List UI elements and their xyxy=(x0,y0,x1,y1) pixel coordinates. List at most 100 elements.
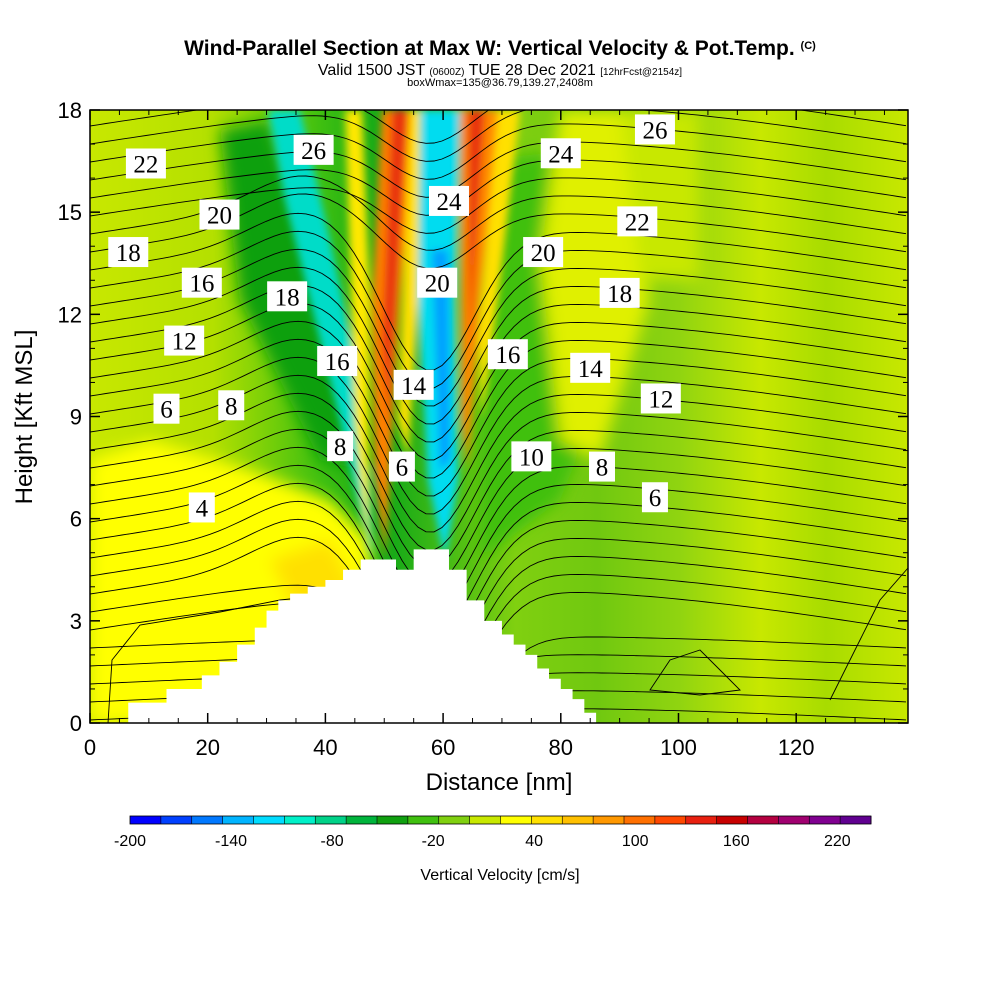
contour-label-text: 10 xyxy=(519,444,544,471)
theta-contour-line xyxy=(90,159,907,216)
theta-contour-line xyxy=(90,248,907,407)
chart-title: Wind-Parallel Section at Max W: Vertical… xyxy=(184,37,816,60)
downdraft-peak-center xyxy=(432,250,450,470)
theta-contour-line xyxy=(90,500,907,659)
updraft-band-right xyxy=(540,110,650,460)
contour-label-bg xyxy=(599,277,640,308)
y-tick-label: 18 xyxy=(58,98,82,123)
colorbar-segment xyxy=(809,816,841,824)
contour-label-bg xyxy=(153,393,180,424)
theta-contour-line xyxy=(90,410,907,569)
x-tick-label: 40 xyxy=(313,735,337,760)
contour-label-text: 22 xyxy=(625,209,650,236)
contour-label-text: 20 xyxy=(425,271,450,298)
colorbar-tick-label: -200 xyxy=(114,833,146,850)
contour-label-bg xyxy=(511,441,552,472)
contour-label: 4 xyxy=(188,492,215,523)
colorbar-segment xyxy=(377,816,409,824)
contour-label-bg xyxy=(523,237,564,268)
closed-contour xyxy=(649,649,741,696)
contour-label: 22 xyxy=(617,206,658,237)
contour-label-text: 24 xyxy=(436,189,462,216)
downdraft-core-left xyxy=(268,110,372,560)
contour-label-bg xyxy=(164,325,205,356)
contour-label-bg xyxy=(540,138,581,169)
contour-label: 8 xyxy=(218,390,245,421)
contour-label-bg xyxy=(641,482,668,513)
contour-label-text: 8 xyxy=(334,434,347,461)
contour-label: 20 xyxy=(417,267,458,298)
theta-contour-line xyxy=(90,482,907,641)
copyright-mark: (C) xyxy=(800,40,816,52)
colorbar: -200 -140 -80 -20 40 100 160 220 xyxy=(114,815,872,850)
theta-contour-line xyxy=(90,428,907,587)
theta-contour-line xyxy=(90,338,907,497)
theta-contour-line xyxy=(90,110,907,162)
y-tick-label: 6 xyxy=(70,507,82,532)
colorbar-segment xyxy=(407,816,440,824)
colorbar-label: Vertical Velocity [cm/s] xyxy=(420,867,579,884)
contour-label-text: 4 xyxy=(196,495,209,522)
colorbar-segment xyxy=(315,816,347,824)
chart-subtitle: Valid 1500 JST (0600Z) TUE 28 Dec 2021 [… xyxy=(317,62,683,79)
colorbar-segment xyxy=(500,816,532,824)
colorbar-tick-label: 100 xyxy=(622,833,649,850)
contour-label-text: 18 xyxy=(607,281,632,308)
box-info: boxWmax=135@36.79,139.27,2408m xyxy=(407,77,593,89)
contour-label-bg xyxy=(417,267,458,298)
colorbar-segment xyxy=(191,816,224,824)
updraft-peak-1 xyxy=(382,110,408,430)
contour-label-text: 18 xyxy=(275,284,300,311)
theta-contour-line xyxy=(90,123,907,180)
colorbar-segment xyxy=(222,816,254,824)
contour-label: 20 xyxy=(523,237,564,268)
colorbar-segment xyxy=(160,816,193,824)
colorbar-segment xyxy=(469,816,501,824)
contour-label: 26 xyxy=(634,114,675,145)
colorbar-segment xyxy=(716,816,748,824)
contour-label-bg xyxy=(188,492,215,523)
contour-label-bg xyxy=(125,148,166,179)
contour-label: 14 xyxy=(570,352,611,383)
theta-contour-line xyxy=(90,266,907,425)
contour-label-bg xyxy=(588,451,615,482)
contour-label-text: 6 xyxy=(649,485,662,512)
theta-contour-line xyxy=(90,518,907,677)
contour-label: 16 xyxy=(181,267,222,298)
x-tick-label: 100 xyxy=(660,735,697,760)
contour-label-text: 6 xyxy=(396,455,409,482)
contour-label: 20 xyxy=(199,199,240,230)
contour-label-text: 14 xyxy=(578,356,604,383)
axis-ticks: 0 20 40 60 80 100 120 0 3 6 9 12 15 18 xyxy=(58,98,908,760)
contour-label-text: 14 xyxy=(401,373,427,400)
contour-label-text: 26 xyxy=(642,117,667,144)
theta-contour-line xyxy=(90,230,907,389)
contour-label-bg xyxy=(393,369,434,400)
contour-label-text: 22 xyxy=(133,151,158,178)
x-tick-label: 120 xyxy=(778,735,815,760)
contour-label-bg xyxy=(218,390,245,421)
contour-label: 6 xyxy=(388,451,415,482)
contour-label-bg xyxy=(317,346,358,377)
contour-label-text: 6 xyxy=(160,397,173,424)
colorbar-segment xyxy=(284,816,316,824)
contour-label-bg xyxy=(487,339,528,370)
contour-label: 12 xyxy=(164,325,205,356)
right-contour xyxy=(829,567,908,701)
contour-label: 18 xyxy=(599,277,640,308)
colorbar-tick-label: -80 xyxy=(321,833,344,850)
contour-label-text: 26 xyxy=(301,138,326,165)
colorbar-segment xyxy=(593,816,625,824)
y-axis-label: Height [Kft MSL] xyxy=(11,330,38,505)
theta-contour-line xyxy=(90,141,907,198)
colorbar-segment xyxy=(438,816,471,824)
y-tick-label: 15 xyxy=(58,200,82,225)
forecast-info: [12hrFcst@2154z] xyxy=(600,67,683,78)
colorbar-segment xyxy=(130,816,162,824)
contour-label-text: 12 xyxy=(172,329,197,356)
utc-time: (0600Z) xyxy=(429,67,465,78)
contour-label-text: 16 xyxy=(189,271,214,298)
contour-label: 8 xyxy=(588,451,615,482)
theta-contour-line xyxy=(90,212,907,371)
contour-label: 16 xyxy=(487,339,528,370)
